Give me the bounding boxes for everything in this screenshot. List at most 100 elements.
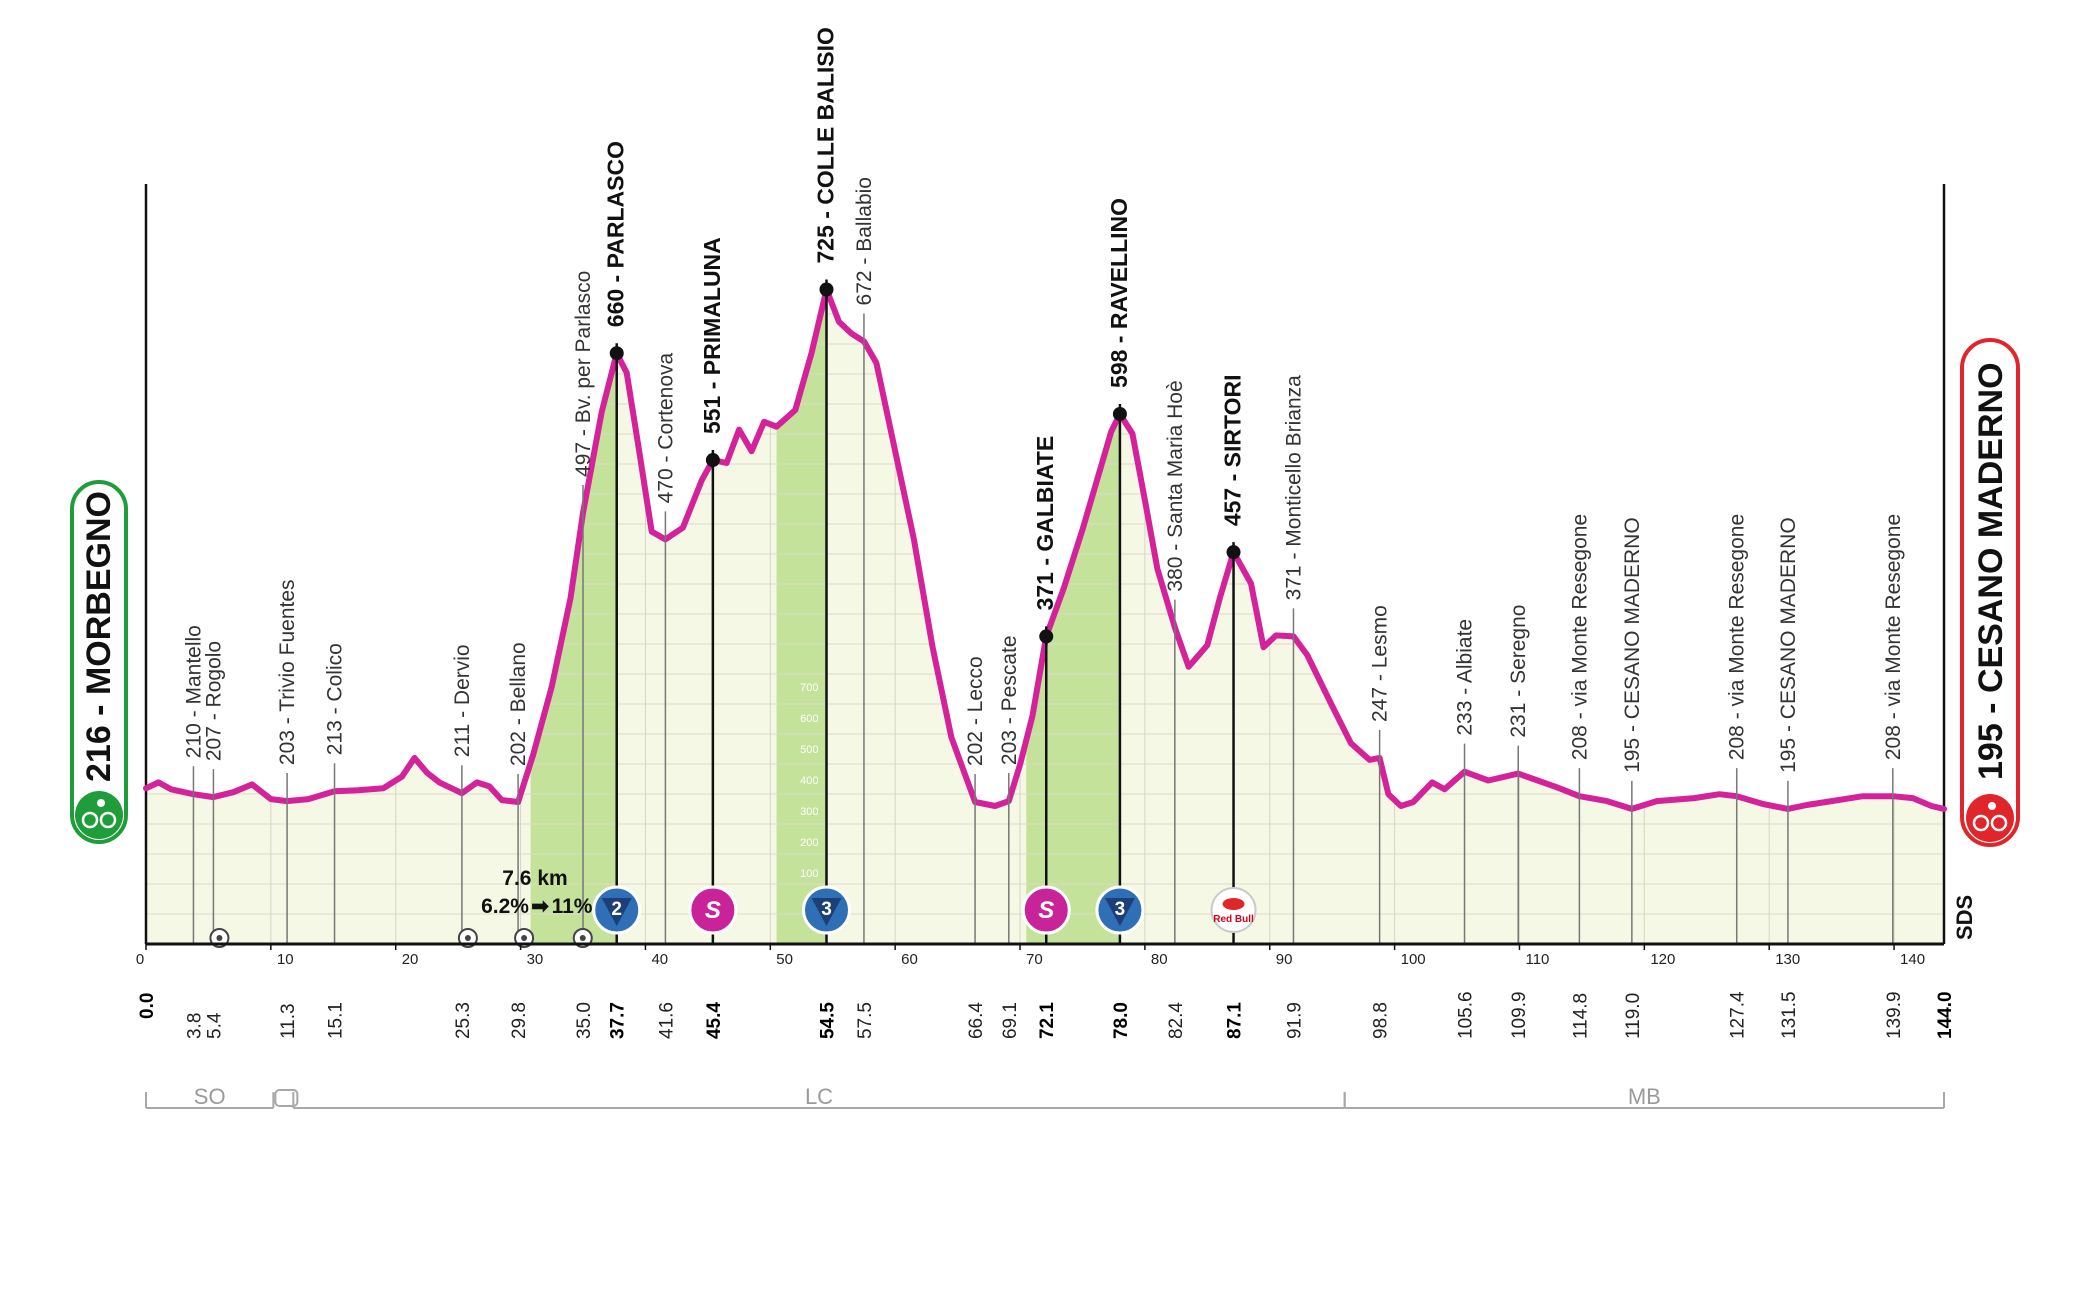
climb-triangle-icon — [811, 898, 842, 926]
waypoint-km-label: 82.4 — [1166, 1002, 1187, 1039]
start-badge — [70, 480, 128, 844]
region-label: MB — [1628, 1084, 1661, 1109]
waypoint-label: 371 - GALBIATE — [1032, 436, 1058, 611]
rider-head-icon — [1988, 802, 1996, 810]
waypoint-km-label: 119.0 — [1623, 993, 1644, 1039]
rider-head-icon — [97, 799, 105, 807]
waypoint-label: 247 - Lesmo — [1369, 605, 1392, 722]
sprint-label: S — [705, 897, 721, 924]
climb-category-label: 3 — [821, 899, 832, 920]
waypoint-label: 210 - Mantello — [182, 625, 205, 758]
x-tick-label: 130 — [1775, 951, 1800, 968]
waypoint-km-label: 109.9 — [1509, 991, 1530, 1039]
waypoint-km-label: 114.8 — [1570, 993, 1591, 1039]
x-tick-label: 100 — [1401, 951, 1426, 968]
waypoint-label: 672 - Ballabio — [853, 177, 876, 305]
waypoint-km-label: 91.9 — [1284, 1002, 1305, 1039]
waypoint-label: 380 - Santa Maria Hoè — [1164, 380, 1187, 591]
summit-dot — [705, 453, 720, 468]
waypoint-km-label: 29.8 — [509, 1002, 530, 1039]
x-tick-label: 140 — [1900, 951, 1925, 968]
sprint-marker — [688, 885, 738, 935]
waypoint-label: 497 - Bv. per Parlasco — [572, 271, 595, 477]
climb-max-gradient-label: 11% — [552, 895, 593, 918]
waypoint-label: 211 - Dervio — [451, 644, 474, 757]
waypoint-label: 660 - PARLASCO — [603, 141, 629, 327]
red-bull-logo-icon — [1222, 898, 1245, 910]
x-tick-label: 70 — [1026, 951, 1043, 968]
x-tick-label: 10 — [277, 951, 294, 968]
altitude-tick-label: 500 — [800, 744, 818, 756]
waypoint-km-label: 5.4 — [204, 1012, 225, 1039]
waypoint-label: 202 - Lecco — [964, 656, 987, 766]
waypoint-km-label: 69.1 — [1000, 1002, 1021, 1039]
waypoint-km-label: 57.5 — [855, 1002, 876, 1039]
waypoint-km-label: 35.0 — [574, 1002, 595, 1039]
waypoint-label: 371 - Monticello Brianza — [1282, 375, 1305, 601]
climb-gradient-label: 6.2% — [481, 895, 529, 918]
waypoint-label: 208 - via Monte Resegone — [1882, 514, 1905, 760]
sds-logo: SDS — [1952, 895, 1977, 940]
x-tick-label: 60 — [901, 951, 918, 968]
waypoint-km-label: 78.0 — [1111, 1002, 1132, 1039]
x-tick-label: 80 — [1151, 951, 1168, 968]
x-tick-label: 50 — [776, 951, 793, 968]
finish-cyclist-icon — [1966, 794, 2014, 842]
summit-dot — [1039, 629, 1054, 644]
waypoint-km-label: 41.6 — [656, 1002, 677, 1039]
waypoint-km-label: 98.8 — [1371, 1002, 1392, 1039]
altitude-tick-label: 600 — [800, 713, 818, 725]
waypoint-label: 207 - Rogolo — [202, 641, 225, 761]
waypoint-label: 195 - CESANO MADERNO — [1777, 517, 1800, 773]
ferry-icon — [274, 1089, 299, 1107]
waypoint-label: 208 - via Monte Resegone — [1568, 514, 1591, 760]
region-label: SO — [194, 1084, 226, 1109]
waypoint-km-label: 87.1 — [1225, 1002, 1246, 1039]
wheel-icon — [1990, 814, 2008, 832]
waypoint-km-label: 131.5 — [1779, 991, 1800, 1039]
altitude-tick-label: 400 — [800, 775, 818, 787]
waypoint-label: 551 - PRIMALUNA — [699, 237, 725, 434]
waypoint-label: 470 - Cortenova — [654, 352, 677, 503]
waypoint-label: 598 - RAVELLINO — [1106, 198, 1132, 388]
icon-dot — [464, 935, 471, 941]
altitude-tick-label: 700 — [800, 682, 818, 694]
x-tick-label: 90 — [1276, 951, 1293, 968]
waypoint-km-label: 45.4 — [704, 1002, 725, 1039]
start-city-label: 216 - MORBEGNO — [80, 491, 118, 782]
altitude-tick-label: 100 — [800, 868, 818, 880]
waypoint-label: 202 - Bellano — [507, 642, 530, 766]
waypoint-km-label: 25.3 — [453, 1002, 474, 1039]
climb-zone — [776, 289, 827, 944]
waypoint-label: 725 - COLLE BALISIO — [812, 27, 838, 263]
x-tick-label: 20 — [402, 951, 419, 968]
climb-length-label: 7.6 km — [502, 867, 567, 890]
waypoint-label: 213 - Colico — [324, 643, 347, 755]
waypoint-label: 231 - Seregno — [1507, 605, 1530, 738]
waypoint-label: 457 - SIRTORI — [1220, 374, 1246, 526]
waypoint-km-label: 15.1 — [326, 1002, 347, 1039]
wheel-icon — [81, 811, 99, 829]
climb-category-label: 2 — [611, 899, 622, 920]
climb-category-label: 3 — [1115, 899, 1126, 920]
wheel-icon — [1972, 814, 1990, 832]
sprint-marker — [1021, 885, 1071, 935]
icon-dot — [216, 935, 223, 941]
summit-dot — [1226, 545, 1241, 560]
x-tick-label: 110 — [1525, 951, 1549, 968]
x-tick-label: 30 — [527, 951, 544, 968]
summit-dot — [1112, 406, 1127, 421]
icon-dot — [579, 935, 586, 941]
climb-triangle-icon — [1104, 898, 1135, 926]
x-tick-label: 40 — [651, 951, 668, 968]
finish-km-label: 144.0 — [1935, 991, 1956, 1039]
icon-dot — [521, 935, 528, 941]
bonus-logo-text: Red Bull — [1213, 914, 1254, 925]
waypoint-km-label: 11.3 — [278, 1003, 299, 1039]
sprint-label: S — [1038, 897, 1054, 924]
finish-city-label: 195 - CESANO MADERNO — [1972, 362, 2010, 780]
start-km-label: 0.0 — [137, 993, 158, 1019]
waypoint-km-label: 37.7 — [608, 1002, 629, 1039]
